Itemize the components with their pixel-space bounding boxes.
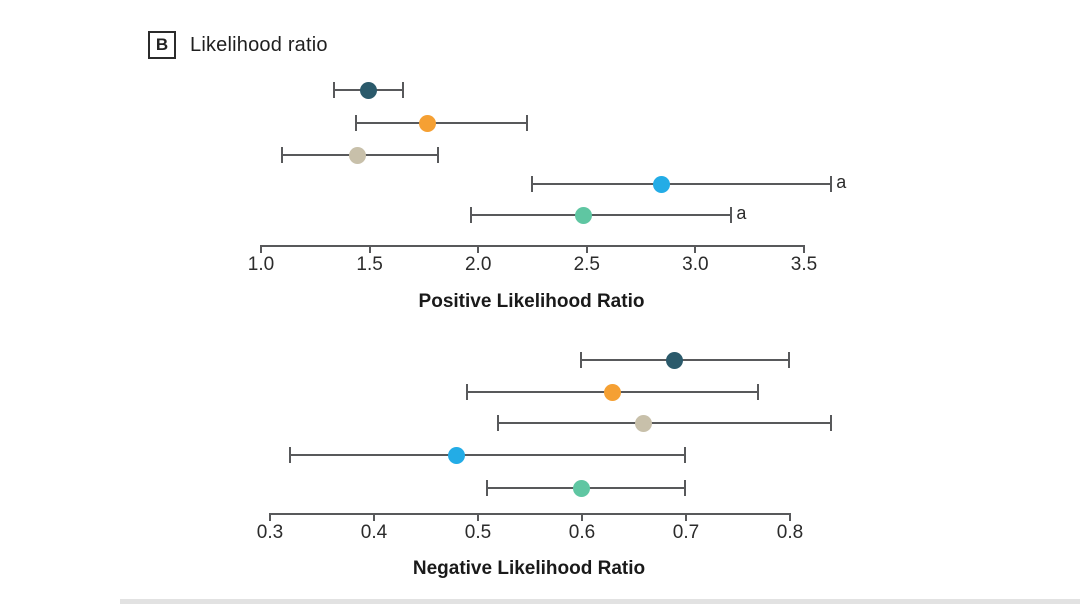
x-axis-tick bbox=[694, 245, 697, 253]
ci-line bbox=[355, 122, 528, 124]
ci-line bbox=[289, 454, 685, 456]
orange-marker bbox=[418, 114, 436, 132]
x-axis-label: Negative Likelihood Ratio bbox=[412, 558, 646, 579]
x-axis-tick-label: 3.0 bbox=[682, 254, 709, 275]
x-axis-tick bbox=[269, 513, 271, 521]
ci-cap-low bbox=[530, 176, 533, 192]
x-axis-tick bbox=[803, 245, 805, 253]
bottom-edge-strip bbox=[120, 599, 1080, 604]
ci-cap-high bbox=[526, 115, 529, 131]
x-axis-tick-label: 0.8 bbox=[776, 522, 804, 543]
x-axis-tick bbox=[685, 513, 687, 521]
ci-cap-low bbox=[288, 447, 291, 463]
ci-line bbox=[581, 359, 789, 361]
blue-marker bbox=[653, 175, 671, 193]
footnote-marker: a bbox=[736, 203, 747, 223]
x-axis-tick-label: 0.5 bbox=[464, 522, 492, 543]
blue-marker bbox=[447, 446, 465, 464]
ci-cap-low bbox=[332, 82, 335, 98]
x-axis-tick-label: 1.5 bbox=[356, 254, 383, 275]
ci-line bbox=[470, 214, 732, 216]
figure-title: Likelihood ratio bbox=[190, 34, 328, 56]
panel-label: B bbox=[155, 35, 169, 54]
tan-marker bbox=[349, 146, 367, 164]
x-axis-tick-label: 0.3 bbox=[256, 522, 284, 543]
ci-line bbox=[497, 422, 831, 424]
x-axis-tick-label: 2.0 bbox=[464, 254, 492, 275]
panel-label-box: B bbox=[148, 31, 176, 59]
teal-marker bbox=[572, 479, 590, 497]
x-axis-tick-label: 0.7 bbox=[672, 522, 700, 543]
ci-cap-low bbox=[465, 384, 468, 400]
x-axis-line bbox=[269, 513, 791, 515]
ci-cap-high bbox=[730, 207, 733, 223]
ci-cap-low bbox=[496, 415, 499, 431]
navy-marker bbox=[360, 81, 378, 99]
x-axis-tick bbox=[373, 513, 375, 521]
ci-cap-low bbox=[354, 115, 357, 131]
x-axis-line bbox=[260, 245, 805, 247]
x-axis-tick bbox=[368, 245, 371, 253]
tan-marker bbox=[634, 414, 652, 432]
teal-marker bbox=[575, 206, 593, 224]
x-axis-tick bbox=[789, 513, 791, 521]
ci-cap-high bbox=[684, 480, 686, 496]
x-axis-tick-label: 3.5 bbox=[790, 254, 818, 275]
ci-cap-low bbox=[469, 207, 472, 223]
ci-cap-high bbox=[756, 384, 759, 400]
x-axis-tick-label: 0.4 bbox=[360, 522, 388, 543]
ci-line bbox=[531, 183, 832, 185]
x-axis-tick bbox=[581, 513, 583, 521]
footnote-marker: a bbox=[836, 172, 847, 192]
x-axis-tick-label: 1.0 bbox=[247, 254, 275, 275]
ci-cap-low bbox=[486, 480, 489, 496]
x-axis-tick-label: 2.5 bbox=[573, 254, 600, 275]
x-axis-tick bbox=[477, 245, 480, 253]
ci-cap-low bbox=[580, 352, 582, 368]
x-axis-tick bbox=[260, 245, 262, 253]
ci-cap-high bbox=[437, 147, 440, 163]
ci-cap-high bbox=[684, 447, 686, 463]
orange-marker bbox=[603, 383, 621, 401]
x-axis-tick-label: 0.6 bbox=[568, 522, 596, 543]
ci-cap-high bbox=[829, 415, 832, 431]
ci-cap-high bbox=[402, 82, 405, 98]
x-axis-tick bbox=[585, 245, 588, 253]
navy-marker bbox=[666, 351, 684, 369]
ci-cap-high bbox=[788, 352, 790, 368]
ci-cap-high bbox=[830, 176, 833, 192]
ci-cap-low bbox=[280, 147, 283, 163]
x-axis-tick bbox=[477, 513, 479, 521]
x-axis-label: Positive Likelihood Ratio bbox=[418, 291, 645, 312]
